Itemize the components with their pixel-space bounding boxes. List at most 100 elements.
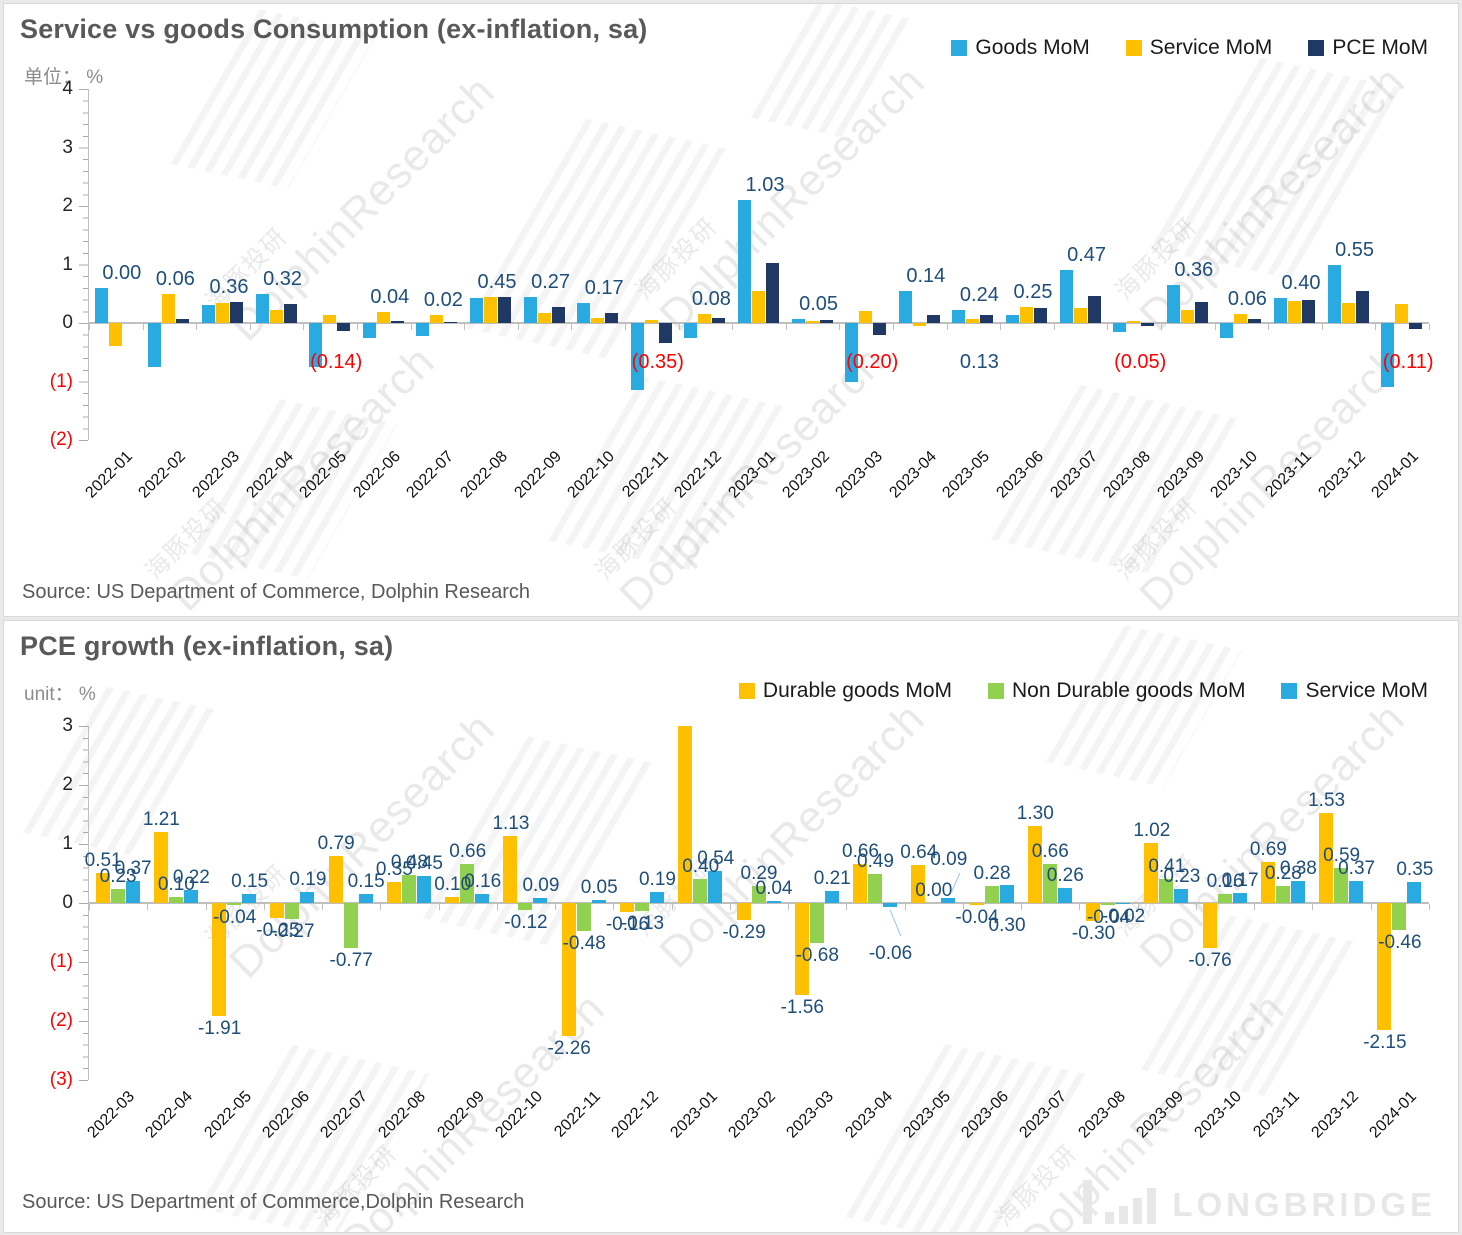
data-label: 0.05: [799, 292, 839, 315]
x-axis-tick: [846, 904, 848, 910]
data-label: 0.06: [1227, 288, 1267, 311]
bar-goods-mom: [94, 287, 108, 323]
bottom-chart-panel: PCE growth (ex-inflation, sa) unit： % Du…: [3, 620, 1459, 1233]
legend-swatch-icon: [1308, 40, 1325, 56]
y-axis-tick-label: (1): [49, 951, 73, 972]
data-label: 1.30: [1016, 803, 1054, 825]
y-axis-tick-label: 2: [62, 774, 73, 795]
bar-service-mom: [537, 313, 551, 323]
data-label: 0.47: [1067, 244, 1107, 267]
x-axis-tick: [613, 904, 615, 910]
data-label: 0.13: [959, 351, 999, 373]
data-label: 0.24: [959, 284, 999, 307]
bar-service-mom: [242, 894, 257, 903]
x-axis-tick: [785, 324, 787, 330]
bar-goods-mom: [845, 323, 859, 382]
data-label: (0.11): [1382, 351, 1434, 373]
bar-service-mom: [752, 290, 765, 323]
bar-service-mom: [533, 897, 548, 903]
bar-durable-goods-mom: [270, 903, 285, 918]
bar-goods-mom: [1166, 284, 1180, 323]
legend-swatch-icon: [1125, 40, 1142, 56]
data-label: -0.12: [504, 912, 548, 934]
x-axis-tick: [464, 324, 466, 330]
bar-service-mom: [1234, 314, 1248, 323]
data-label: 0.41: [1148, 855, 1186, 877]
data-label: -0.77: [329, 950, 373, 972]
bar-durable-goods-mom: [153, 831, 168, 903]
bar-durable-goods-mom: [503, 836, 518, 903]
data-label: 0.10: [157, 874, 195, 896]
bar-service-mom: [941, 897, 956, 903]
data-label: 0.37: [114, 858, 152, 880]
bar-pce-mom: [1034, 308, 1047, 323]
y-axis-tick-label: 1: [62, 833, 73, 854]
bar-durable-goods-mom: [678, 726, 693, 903]
bar-service-mom: [1174, 889, 1189, 903]
bar-pce-mom: [873, 323, 887, 335]
bar-pce-mom: [1302, 299, 1315, 323]
legend-label: Goods MoM: [975, 36, 1090, 59]
x-axis-tick: [410, 324, 412, 330]
data-label: -0.29: [722, 922, 766, 944]
data-label: 0.16: [464, 870, 502, 892]
x-axis-tick: [147, 904, 149, 910]
bar-service-mom: [125, 881, 140, 903]
data-label: 0.05: [580, 877, 618, 899]
bar-service-mom: [649, 891, 664, 903]
data-label: (0.14): [310, 351, 363, 373]
data-label: 0.36: [209, 275, 249, 298]
bar-pce-mom: [1355, 290, 1369, 323]
data-label: 0.35: [375, 859, 413, 881]
leader-line: [889, 909, 901, 937]
bar-durable-goods-mom: [1202, 903, 1217, 948]
data-label: 0.37: [1338, 858, 1376, 880]
bar-durable-goods-mom: [969, 903, 984, 906]
bar-pce-mom: [712, 318, 726, 323]
x-axis-tick: [1429, 904, 1430, 910]
bar-service-mom: [1407, 882, 1422, 903]
data-label: 0.04: [755, 877, 793, 899]
data-label: -0.25: [256, 919, 300, 941]
bar-pce-mom: [1141, 323, 1155, 326]
data-label: -0.68: [795, 945, 839, 967]
data-label: 0.15: [231, 871, 269, 893]
top-chart-unit-label: 单位： %: [24, 67, 104, 88]
y-axis-tick-label: 3: [62, 136, 73, 158]
data-label: 0.17: [584, 276, 624, 299]
bar-pce-mom: [980, 315, 994, 323]
bar-pce-mom: [1248, 319, 1262, 323]
legend-swatch-icon: [988, 683, 1005, 699]
data-label: -0.76: [1188, 949, 1232, 971]
bar-durable-goods-mom: [1144, 842, 1159, 903]
bar-durable-goods-mom: [1086, 903, 1101, 921]
x-axis-tick: [249, 324, 251, 330]
bar-pce-mom: [1194, 301, 1208, 323]
logo-bar: [1119, 1206, 1129, 1224]
data-label: 0.00: [102, 261, 142, 284]
bar-service-mom: [376, 312, 390, 323]
bar-goods-mom: [523, 296, 537, 323]
top-chart-title: Service vs goods Consumption (ex-inflati…: [20, 14, 648, 44]
bar-pce-mom: [766, 262, 779, 323]
y-axis-tick-label: 4: [62, 78, 73, 99]
data-label: -2.26: [547, 1038, 591, 1060]
legend-item-service-mom: Service MoM: [1125, 36, 1272, 60]
bar-pce-mom: [444, 321, 458, 323]
bottom-chart-source: Source: US Department of Commerce,Dolphi…: [22, 1191, 525, 1213]
data-label: -0.04: [955, 907, 999, 929]
data-label: -0.13: [620, 912, 665, 934]
x-axis-tick: [1268, 324, 1270, 330]
x-axis-tick: [263, 904, 265, 910]
bar-service-mom: [430, 314, 444, 323]
bar-durable-goods-mom: [1027, 826, 1042, 903]
data-label: 0.55: [1335, 238, 1375, 261]
bar-pce-mom: [498, 296, 511, 323]
bar-non-durable-goods-mom: [693, 879, 708, 903]
x-axis-tick: [1321, 324, 1323, 330]
legend-swatch-icon: [738, 683, 755, 699]
data-label: 0.40: [1281, 272, 1321, 295]
bar-service-mom: [300, 891, 315, 903]
x-axis-tick: [1370, 904, 1372, 910]
bar-service-mom: [1057, 887, 1072, 903]
